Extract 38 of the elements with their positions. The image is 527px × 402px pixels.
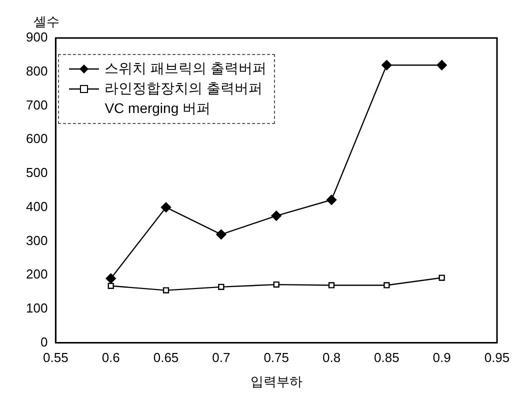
y-tick-label: 200: [26, 266, 48, 282]
y-tick-label: 700: [26, 97, 48, 112]
legend-label: VC merging 버퍼: [104, 100, 210, 118]
x-tick-label: 0.85: [374, 350, 400, 366]
point: [160, 202, 172, 212]
point: [438, 274, 445, 281]
point: [106, 273, 116, 284]
point: [216, 229, 226, 240]
y-tick-label: 100: [26, 300, 48, 316]
y-tick-label: 0: [40, 334, 48, 350]
y-tick-label: 900: [26, 30, 48, 45]
x-tick-label: 0.8: [322, 350, 341, 366]
y-axis-title: 셀수: [34, 14, 60, 30]
y-tick-label: 300: [26, 232, 48, 248]
x-tick-label: 0.75: [264, 350, 289, 366]
point: [162, 287, 170, 294]
x-tick-label: 0.55: [43, 350, 68, 366]
y-tick-label: 800: [26, 63, 48, 78]
y-tick-label: 400: [26, 198, 48, 214]
point: [273, 281, 280, 288]
x-tick-label: 0.9: [432, 350, 451, 366]
y-tick-label: 500: [26, 165, 48, 180]
legend-label: 스위치 패브릭의 출력버퍼: [104, 60, 266, 78]
point: [436, 60, 447, 70]
x-tick-label: 0.6: [102, 350, 120, 366]
x-axis-title: 입력부하: [250, 374, 302, 389]
legend-label: 라인정합장치의 출력버퍼: [104, 80, 263, 98]
x-tick-label: 0.95: [484, 350, 510, 366]
point: [328, 282, 335, 288]
point: [326, 194, 337, 205]
point: [271, 210, 282, 221]
x-tick-label: 0.65: [153, 350, 179, 366]
point: [384, 282, 390, 288]
point: [218, 284, 224, 290]
y-tick-label: 600: [26, 131, 48, 146]
x-tick-label: 0.7: [212, 350, 230, 366]
point: [382, 60, 392, 70]
point: [108, 282, 114, 289]
